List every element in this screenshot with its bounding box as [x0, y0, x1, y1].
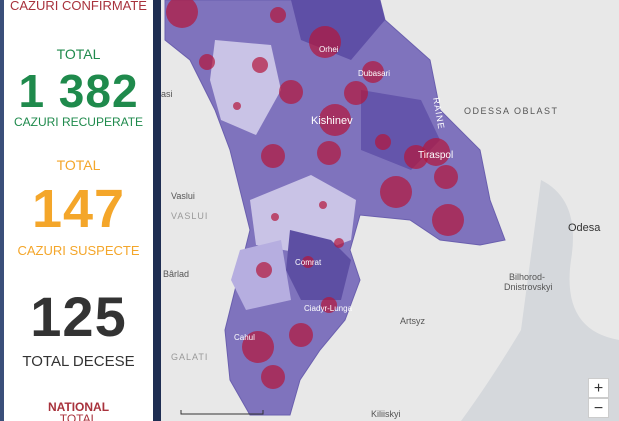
bubble [319, 201, 327, 209]
place-label: Comrat [295, 258, 322, 267]
place-label: Kiliiskyi [371, 409, 401, 419]
bubble [334, 238, 344, 248]
place-label: Tiraspol [418, 150, 453, 161]
place-label: Artsyz [400, 316, 426, 326]
bubble [362, 61, 384, 83]
place-label: Bârlad [163, 269, 189, 279]
place-label: Odesa [568, 222, 601, 234]
bubble [344, 81, 368, 105]
bubble [233, 102, 241, 110]
bubble [270, 7, 286, 23]
bubbles [166, 0, 464, 389]
stat-label: TOTAL DECESE [22, 353, 135, 370]
bubble [261, 144, 285, 168]
place-label: Orhei [319, 45, 339, 54]
bubble [404, 145, 428, 169]
stat-total: TOTAL [56, 46, 101, 62]
scale-bar [180, 410, 264, 415]
bubble [271, 213, 279, 221]
place-label: Dubasari [358, 69, 390, 78]
zoom-in[interactable]: + [588, 378, 609, 398]
region-label: VASLUI [171, 211, 208, 221]
panel-edge [153, 0, 161, 421]
stat-total: TOTAL [59, 412, 98, 421]
bubble [422, 138, 450, 166]
bubble [432, 204, 464, 236]
region-label: ODESSA OBLAST [464, 106, 559, 116]
region-label: GALATI [171, 352, 208, 362]
bubble [166, 0, 198, 28]
zoom-out[interactable]: − [588, 398, 609, 418]
place-label: Cahul [234, 333, 255, 342]
stat-value: 1 382 [18, 65, 139, 117]
bubble [434, 165, 458, 189]
stat-value: 125 [30, 285, 127, 348]
place-label: Vaslui [171, 191, 195, 201]
bubble [380, 176, 412, 208]
bubble [256, 262, 272, 278]
bubble [309, 26, 341, 58]
sidebar: CAZURI CONFIRMATE TOTAL 1 382 CAZURI REC… [0, 0, 153, 421]
bubble [321, 297, 337, 313]
stat-label: CAZURI RECUPERATE [13, 115, 144, 129]
map: Orhei Dubasari Kishinev Tiraspol ODESSA … [161, 0, 619, 421]
bubble [289, 323, 313, 347]
place-label: Ciadyr-Lunga [304, 304, 353, 313]
bubble [375, 134, 391, 150]
sea [461, 180, 619, 421]
bubble [317, 141, 341, 165]
place-label: Kishinev [311, 115, 353, 127]
bubble [261, 365, 285, 389]
bubble [242, 331, 274, 363]
bubble [199, 54, 215, 70]
bubble [279, 80, 303, 104]
bubble [302, 256, 314, 268]
stat-label: CAZURI CONFIRMATE [10, 0, 147, 13]
place-label: asi [161, 89, 173, 99]
bubble [252, 57, 268, 73]
district [250, 175, 356, 255]
logo: NATIONAL [47, 400, 110, 414]
stat-total: TOTAL [56, 157, 101, 173]
district [286, 230, 351, 300]
stat-label: CAZURI SUSPECTE [17, 243, 140, 258]
place-label: Dnistrovskyi [504, 282, 553, 292]
bubble [319, 104, 351, 136]
stat-value: 147 [31, 179, 126, 239]
place-label: Bilhorod- [509, 272, 545, 282]
